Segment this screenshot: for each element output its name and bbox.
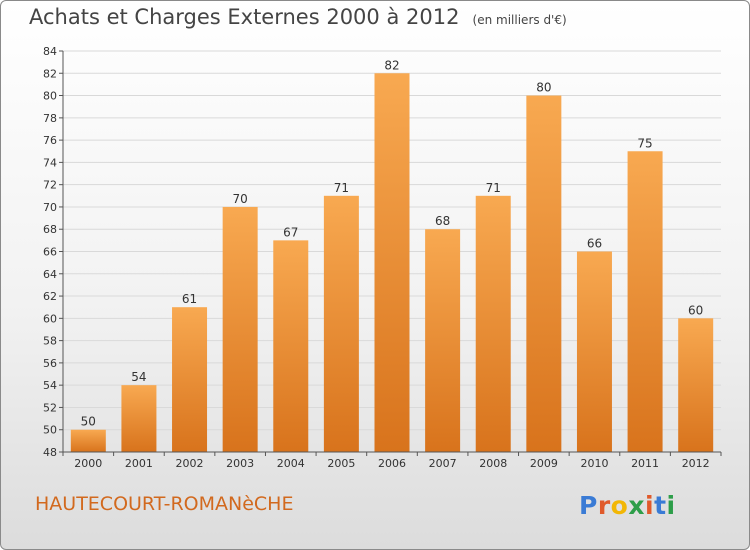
logo-letter: o <box>610 491 629 520</box>
x-tick-label: 2010 <box>580 457 608 470</box>
proxiti-logo: Proxiti <box>579 491 676 520</box>
x-tick-label: 2008 <box>479 457 507 470</box>
bar <box>273 240 309 452</box>
y-tick-label: 84 <box>43 45 57 58</box>
x-tick-label: 2001 <box>125 457 153 470</box>
data-label: 71 <box>334 181 349 195</box>
bar <box>678 318 714 452</box>
bar <box>222 206 258 452</box>
data-label: 61 <box>182 292 197 306</box>
data-label: 60 <box>688 303 703 317</box>
bar <box>425 229 461 452</box>
data-label: 66 <box>587 237 602 251</box>
y-tick-label: 70 <box>43 201 57 214</box>
bar <box>627 151 663 452</box>
y-tick-label: 52 <box>43 401 57 414</box>
x-tick-label: 2009 <box>530 457 558 470</box>
data-label: 82 <box>384 58 399 72</box>
data-label: 68 <box>435 214 450 228</box>
logo-letter: r <box>597 491 611 520</box>
chart-title-text: Achats et Charges Externes 2000 à 2012 <box>29 5 460 29</box>
y-tick-label: 66 <box>43 246 57 259</box>
bar <box>70 429 106 452</box>
bar <box>172 307 208 452</box>
y-tick-label: 80 <box>43 90 57 103</box>
data-label: 75 <box>637 136 652 150</box>
x-tick-label: 2004 <box>277 457 305 470</box>
bars: 50 54 61 70 67 71 82 68 71 80 66 75 60 <box>70 58 714 453</box>
bar <box>576 251 612 452</box>
y-tick-label: 64 <box>43 268 57 281</box>
x-tick-label: 2003 <box>226 457 254 470</box>
logo-letter: t <box>654 491 667 520</box>
x-tick-label: 2007 <box>429 457 457 470</box>
y-tick-label: 82 <box>43 67 57 80</box>
x-tick-label: 2002 <box>176 457 204 470</box>
x-tick-label: 2005 <box>327 457 355 470</box>
y-tick-label: 72 <box>43 179 57 192</box>
y-tick-label: 68 <box>43 223 57 236</box>
y-tick-label: 54 <box>43 379 57 392</box>
data-label: 67 <box>283 225 298 239</box>
bar <box>323 195 359 453</box>
logo-letter: x <box>628 491 645 520</box>
location-label: HAUTECOURT-ROMANèCHE <box>35 493 294 515</box>
bar <box>475 195 511 453</box>
y-tick-label: 48 <box>43 446 57 459</box>
y-tick-label: 56 <box>43 357 57 370</box>
data-label: 54 <box>131 370 146 384</box>
logo-letter: i <box>645 491 655 520</box>
y-tick-label: 60 <box>43 312 57 325</box>
logo-letter: i <box>666 491 676 520</box>
logo-letter: P <box>579 491 598 520</box>
bar <box>121 385 157 452</box>
data-label: 71 <box>486 181 501 195</box>
x-tick-label: 2006 <box>378 457 406 470</box>
x-tick-label: 2000 <box>74 457 102 470</box>
bar <box>374 73 410 453</box>
axes: 48 50 52 54 56 58 60 62 64 66 68 70 72 74 76 78 80 82 84 20… <box>43 45 722 470</box>
y-tick-label: 50 <box>43 424 57 437</box>
y-tick-label: 74 <box>43 156 57 169</box>
y-tick-label: 76 <box>43 134 57 147</box>
data-label: 50 <box>81 415 96 429</box>
x-tick-label: 2012 <box>682 457 710 470</box>
bar <box>526 95 562 453</box>
data-label: 70 <box>233 192 248 206</box>
chart-subtitle: (en milliers d'€) <box>472 13 567 27</box>
chart-title: Achats et Charges Externes 2000 à 2012 (… <box>29 5 567 29</box>
y-tick-label: 62 <box>43 290 57 303</box>
x-tick-label: 2011 <box>631 457 659 470</box>
y-tick-label: 78 <box>43 112 57 125</box>
data-label: 80 <box>536 81 551 95</box>
y-tick-label: 58 <box>43 335 57 348</box>
